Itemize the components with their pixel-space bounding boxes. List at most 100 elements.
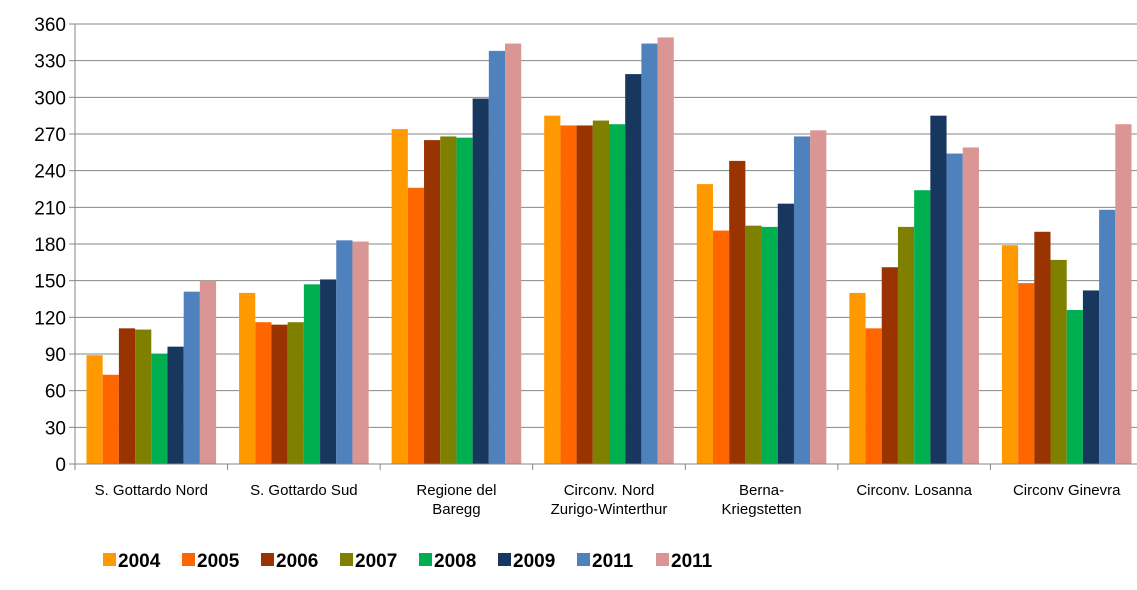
- x-tick-label: S. Gottardo Sud: [250, 482, 358, 499]
- bar-2007-2: [440, 136, 457, 464]
- y-tick-label: 270: [34, 125, 66, 146]
- legend-swatch-2011: [656, 553, 669, 566]
- bar-2007-3: [592, 120, 609, 465]
- x-tick-label: S. Gottardo Nord: [95, 482, 208, 499]
- y-tick-label: 180: [34, 235, 66, 256]
- bar-2008-6: [1066, 310, 1083, 464]
- bar-2005-1: [255, 322, 272, 464]
- legend-label: 2011: [671, 551, 713, 572]
- bar-2011-1: [336, 240, 353, 464]
- y-tick-label: 330: [34, 52, 66, 73]
- y-tick-label: 240: [34, 162, 66, 183]
- bar-2005-3: [560, 125, 577, 464]
- y-tick-label: 30: [45, 418, 66, 439]
- bar-2009-6: [1082, 290, 1100, 464]
- bar-2011-6: [1115, 124, 1132, 464]
- bar-2004-0: [86, 355, 103, 464]
- legend-swatch-2004: [103, 553, 116, 566]
- bar-2006-5: [881, 267, 898, 464]
- bar-2007-1: [287, 322, 304, 464]
- y-tick-label: 60: [45, 382, 66, 403]
- bar-2011-5: [946, 153, 963, 465]
- legend-label: 2005: [197, 551, 240, 572]
- legend-label: 2007: [355, 551, 397, 572]
- legend-label: 2009: [513, 551, 555, 572]
- bar-2011-6: [1099, 209, 1116, 464]
- bar-2009-0: [167, 346, 184, 464]
- bar-2005-0: [102, 374, 119, 464]
- x-tick-label: Circonv. Nord: [564, 482, 655, 499]
- bar-2005-2: [407, 187, 425, 464]
- bar-2004-6: [1001, 245, 1019, 464]
- bar-2006-3: [576, 125, 593, 464]
- bar-2011-2: [505, 43, 522, 465]
- y-tick-label: 300: [34, 88, 66, 109]
- bar-2004-2: [391, 129, 408, 464]
- legend-label: 2011: [592, 551, 634, 572]
- bar-2007-5: [897, 226, 915, 464]
- axes: [69, 23, 1137, 470]
- bar-2008-0: [151, 354, 168, 464]
- bar-2005-4: [712, 230, 730, 464]
- y-tick-label: 90: [45, 345, 66, 366]
- bar-2006-6: [1034, 231, 1051, 464]
- bars: [86, 37, 1132, 465]
- legend-swatch-2005: [182, 553, 195, 566]
- bar-2004-1: [239, 292, 256, 464]
- bar-2004-4: [696, 184, 713, 464]
- legend-label: 2008: [434, 551, 476, 572]
- legend-label: 2006: [276, 551, 318, 572]
- bar-2011-4: [810, 130, 827, 465]
- legend-swatch-2009: [498, 553, 511, 566]
- x-tick-label: Kriegstetten: [722, 501, 802, 518]
- bar-2005-5: [865, 328, 882, 464]
- y-tick-label: 360: [34, 15, 66, 36]
- x-tick-label: Circonv Ginevra: [1013, 482, 1121, 499]
- bar-2009-2: [472, 98, 489, 465]
- bar-2009-1: [320, 279, 337, 464]
- y-tick-label: 210: [34, 198, 66, 219]
- y-axis-ticks: 0 30 60 90 120 150 180 210 240 270 300 330 360: [34, 15, 66, 476]
- bar-2011-1: [352, 241, 369, 464]
- legend-swatch-2006: [261, 553, 274, 566]
- y-tick-label: 150: [34, 272, 66, 293]
- legend-swatch-2011: [577, 553, 590, 566]
- bar-2008-4: [761, 226, 778, 464]
- bar-2011-4: [793, 136, 811, 464]
- legend-swatch-2008: [419, 553, 432, 566]
- bar-2011-3: [641, 43, 658, 465]
- x-tick-label: Circonv. Losanna: [856, 482, 972, 499]
- bar-2006-0: [118, 328, 136, 464]
- bar-2007-6: [1050, 259, 1067, 464]
- legend: 2004 2005 2006 2007 2008 2009 2011 2011: [103, 551, 713, 572]
- bar-2008-3: [609, 124, 626, 464]
- bar-2008-5: [914, 190, 931, 464]
- bar-2011-0: [183, 291, 200, 464]
- bar-2009-5: [930, 115, 947, 465]
- bar-2011-2: [488, 50, 506, 465]
- bar-2004-3: [544, 115, 561, 465]
- bar-2005-6: [1018, 283, 1035, 464]
- bar-2006-1: [271, 324, 288, 464]
- bar-2009-4: [777, 203, 794, 464]
- bar-2008-1: [303, 284, 321, 464]
- bar-2008-2: [456, 137, 473, 464]
- bar-2007-4: [745, 225, 762, 464]
- y-tick-label: 0: [55, 455, 66, 476]
- y-tick-label: 120: [34, 308, 66, 329]
- bar-2006-2: [424, 140, 441, 464]
- x-tick-label: Zurigo-Winterthur: [551, 501, 668, 518]
- bar-2004-5: [849, 292, 866, 464]
- bar-2011-0: [199, 280, 217, 464]
- x-axis-ticks: S. Gottardo Nord S. Gottardo Sud Regione d…: [95, 482, 1122, 518]
- x-tick-label: Berna-: [739, 482, 784, 499]
- x-tick-label: Baregg: [432, 501, 480, 518]
- legend-label: 2004: [118, 551, 161, 572]
- bar-2009-3: [625, 74, 642, 464]
- bar-2006-4: [729, 160, 746, 464]
- bar-2007-0: [135, 329, 152, 464]
- legend-swatch-2007: [340, 553, 353, 566]
- x-tick-label: Regione del: [416, 482, 496, 499]
